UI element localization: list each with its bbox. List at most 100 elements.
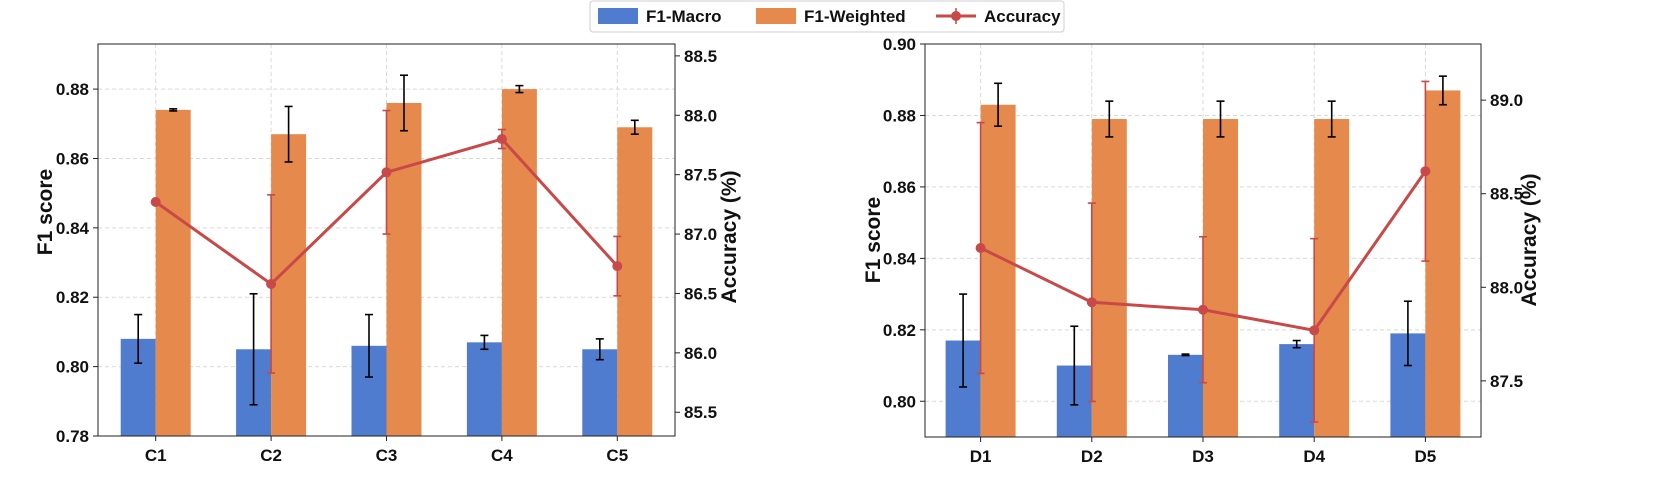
- right-errbar-weighted-D3: [1216, 100, 1225, 138]
- right-ytick-label-2: 0.84: [883, 249, 917, 268]
- right-accuracy-point-D1: [975, 242, 986, 253]
- left-errbar-macro-C5: [595, 338, 604, 361]
- right-accuracy-point-D4: [1309, 325, 1320, 336]
- left-x-ticks: C1 C2 C3 C4 C5: [145, 436, 628, 465]
- legend-macro-label: F1-Macro: [646, 7, 722, 26]
- left-xtick-label-C1: C1: [145, 446, 167, 465]
- chart-panel-right: 0.80 0.82 0.84 0.86 0.88 0.90 87.5 88.0 88.5 89.0…: [862, 35, 1541, 466]
- left-bar-weighted-C4: [501, 89, 537, 436]
- right-errbar-macro-D1: [959, 293, 968, 388]
- left-ytick-label-0: 0.78: [56, 427, 89, 446]
- right-bar-weighted-D5: [1425, 90, 1461, 437]
- left-accuracy-point-C4: [496, 134, 507, 145]
- right-ytick-label-4: 0.88: [883, 106, 916, 125]
- legend-accuracy-label: Accuracy: [984, 7, 1061, 26]
- left-xtick-label-C3: C3: [376, 446, 398, 465]
- left-errbar-weighted-C4: [515, 84, 524, 94]
- right-xtick-label-D5: D5: [1415, 447, 1437, 466]
- left-bar-macro-C4: [466, 342, 502, 436]
- left-errbar-weighted-C3: [400, 74, 408, 132]
- right-errbar-macro-D3: [1181, 353, 1190, 357]
- left-xtick-label-C4: C4: [491, 446, 513, 465]
- right-xtick-label-D3: D3: [1192, 447, 1214, 466]
- legend: F1-Macro F1-Weighted Accuracy: [589, 0, 1065, 33]
- left-errbar-weighted-C1: [169, 108, 178, 112]
- right-ytick-label-1: 0.82: [883, 321, 916, 340]
- right-errbar-macro-D2: [1070, 325, 1079, 406]
- legend-accuracy-marker: [951, 11, 961, 21]
- left-bars: [120, 74, 653, 437]
- right-x-ticks: D1 D2 D3 D4 D5: [970, 437, 1437, 466]
- left-ytick-label-5: 0.88: [56, 80, 89, 99]
- left-accuracy-point-C2: [266, 278, 277, 289]
- left-y2tick-label-4: 87.5: [684, 166, 717, 185]
- left-y2tick-label-3: 87.0: [684, 225, 717, 244]
- right-bar-weighted-D1: [980, 104, 1016, 438]
- right-xtick-label-D2: D2: [1081, 447, 1103, 466]
- left-errbar-weighted-C5: [630, 119, 639, 135]
- left-ytick-label-1: 0.80: [56, 358, 89, 377]
- left-ytick-label-3: 0.84: [56, 219, 90, 238]
- right-ytick-label-3: 0.86: [883, 178, 916, 197]
- left-bar-weighted-C5: [617, 127, 653, 436]
- right-bars: [945, 75, 1461, 438]
- left-accuracy-point-C3: [381, 167, 392, 178]
- right-bar-macro-D4: [1279, 344, 1315, 437]
- right-left-ticks: 0.80 0.82 0.84 0.86 0.88 0.90: [883, 35, 925, 411]
- left-ytick-label-4: 0.86: [56, 149, 89, 168]
- right-errbar-weighted-D2: [1105, 100, 1114, 138]
- left-ytick-label-2: 0.82: [56, 288, 89, 307]
- right-bar-weighted-D4: [1314, 119, 1350, 437]
- left-right-ticks: 85.5 86.0 86.5 87.0 87.5 88.0 88.5: [675, 47, 717, 422]
- left-bar-macro-C5: [582, 349, 618, 436]
- right-errbar-macro-D5: [1403, 300, 1412, 367]
- left-chart-ylabel: F1 score: [34, 169, 57, 255]
- right-ytick-label-5: 0.90: [883, 35, 916, 54]
- right-y2tick-label-1: 88.0: [1490, 278, 1523, 297]
- left-bar-weighted-C1: [155, 109, 191, 437]
- left-chart-y2label: Accuracy (%): [718, 170, 741, 303]
- left-y2tick-label-6: 88.5: [684, 47, 717, 66]
- right-accuracy-point-D5: [1420, 166, 1431, 177]
- right-y2tick-label-3: 89.0: [1490, 91, 1523, 110]
- right-accuracy-series: [975, 166, 1431, 336]
- left-errbar-macro-C1: [134, 313, 143, 364]
- right-bar-macro-D3: [1168, 354, 1203, 437]
- left-errbar-weighted-C2: [284, 105, 293, 163]
- right-y2tick-label-2: 88.5: [1490, 185, 1523, 204]
- right-errbar-macro-D4: [1292, 339, 1301, 349]
- chart-panel-left: 0.78 0.80 0.82 0.84 0.86 0.88 85.5 86.0 86.5 87.0…: [34, 43, 741, 465]
- right-errbar-weighted-D4: [1327, 100, 1336, 138]
- left-errbar-macro-C2: [249, 292, 258, 406]
- legend-macro-swatch: [598, 8, 638, 24]
- right-ytick-label-0: 0.80: [883, 392, 916, 411]
- right-right-ticks: 87.5 88.0 88.5 89.0: [1481, 91, 1523, 391]
- left-accuracy-point-C5: [612, 261, 623, 272]
- legend-weighted-swatch: [756, 8, 796, 24]
- right-bar-weighted-D2: [1091, 119, 1127, 437]
- left-y2tick-label-1: 86.0: [684, 344, 717, 363]
- right-y2tick-label-0: 87.5: [1490, 372, 1523, 391]
- right-errbar-weighted-D1: [994, 82, 1003, 127]
- left-errbar-macro-C4: [480, 334, 489, 351]
- left-bar-weighted-C3: [386, 102, 422, 436]
- left-xtick-label-C2: C2: [260, 446, 282, 465]
- left-accuracy-series: [150, 134, 623, 289]
- left-y2tick-label-5: 88.0: [684, 106, 717, 125]
- left-errbar-macro-C3: [365, 313, 373, 378]
- right-chart-ylabel: F1 score: [862, 197, 885, 283]
- left-accuracy-point-C1: [150, 196, 161, 207]
- right-xtick-label-D4: D4: [1303, 447, 1325, 466]
- right-chart-y2label: Accuracy (%): [1518, 173, 1541, 306]
- right-xtick-label-D1: D1: [970, 447, 992, 466]
- right-accuracy-point-D2: [1086, 297, 1097, 308]
- left-bar-weighted-C2: [271, 134, 307, 436]
- left-left-ticks: 0.78 0.80 0.82 0.84 0.86 0.88: [56, 80, 98, 446]
- left-xtick-label-C5: C5: [606, 446, 628, 465]
- left-y2tick-label-2: 86.5: [684, 284, 717, 303]
- left-y2tick-label-0: 85.5: [684, 403, 717, 422]
- legend-weighted-label: F1-Weighted: [804, 7, 906, 26]
- legend-frame: [589, 0, 1065, 33]
- right-accuracy-point-D3: [1198, 304, 1208, 315]
